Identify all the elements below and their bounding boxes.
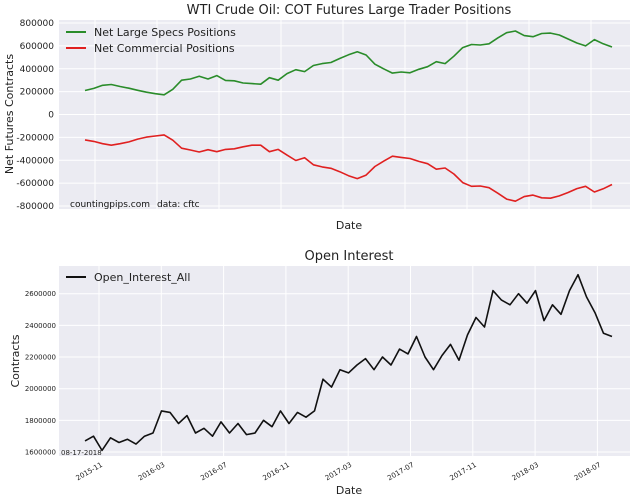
cot-x-axis-label: Date — [336, 219, 363, 232]
source-data-annotation: data: cftc — [157, 200, 200, 210]
oi-plot-area — [59, 266, 630, 456]
legend-label-commercial: Net Commercial Positions — [94, 42, 235, 55]
oi-x-tick-label: 2016-11 — [262, 461, 291, 483]
oi-x-tick-label: 2018-07 — [573, 461, 602, 483]
cot-y-tick-label: 800000 — [20, 19, 55, 29]
cot-chart: WTI Crude Oil: COT Futures Large Trader … — [3, 3, 630, 232]
oi-grid — [59, 266, 630, 456]
oi-y-tick-label: 2600000 — [25, 290, 56, 298]
oi-y-tick-label: 2200000 — [25, 354, 56, 362]
oi-x-tick-label: 2018-03 — [511, 461, 540, 483]
oi-x-tick-label: 2017-07 — [386, 461, 415, 483]
cot-series-lines — [84, 30, 613, 202]
oi-y-axis-label: Contracts — [9, 334, 22, 387]
source-site-annotation: countingpips.com — [70, 200, 150, 210]
cot-y-tick-label: 600000 — [20, 42, 55, 52]
cot-y-axis-label: Net Futures Contracts — [3, 54, 16, 174]
cot-y-tick-label: 0 — [48, 111, 54, 121]
cot-chart-title: WTI Crude Oil: COT Futures Large Trader … — [187, 3, 512, 18]
open-interest-line — [84, 273, 613, 452]
cot-legend: Net Large Specs Positions Net Commercial… — [66, 26, 236, 55]
cot-y-tick-label: -400000 — [16, 156, 54, 166]
legend-label-open-interest: Open_Interest_All — [94, 271, 190, 284]
cot-y-tick-label: 200000 — [20, 88, 55, 98]
oi-y-ticks: 2600000 2400000 2200000 2000000 1800000 16000… — [25, 290, 56, 456]
oi-x-tick-label: 2016-03 — [137, 461, 166, 483]
oi-y-tick-label: 2000000 — [25, 385, 56, 393]
oi-series-lines — [84, 273, 613, 452]
oi-legend: Open_Interest_All — [66, 271, 190, 284]
oi-x-ticks: 2015-11 2016-03 2016-07 2016-11 2017-03 2017-… — [75, 461, 603, 483]
net-large-specs-line — [84, 30, 613, 96]
cot-y-ticks: 800000 600000 400000 200000 0 -200000 -400000 -… — [16, 19, 54, 212]
oi-x-tick-label: 2015-11 — [75, 461, 104, 483]
cot-y-tick-label: -600000 — [16, 179, 54, 189]
cot-y-tick-label: -200000 — [16, 133, 54, 143]
oi-y-tick-label: 1800000 — [25, 417, 56, 425]
cot-y-tick-label: -800000 — [16, 202, 54, 212]
oi-x-tick-label: 2017-03 — [324, 461, 353, 483]
oi-y-tick-label: 1600000 — [25, 449, 56, 457]
cot-grid — [59, 20, 630, 209]
oi-y-tick-label: 2400000 — [25, 322, 56, 330]
net-commercial-line — [84, 134, 613, 202]
open-interest-chart: Open Interest 2600000 2400000 2200000 20000… — [9, 249, 630, 497]
oi-x-tick-label: 2016-07 — [199, 461, 228, 483]
oi-x-axis-label: Date — [336, 484, 363, 497]
cot-y-tick-label: 400000 — [20, 65, 55, 75]
oi-start-date-label: 08-17-2018 — [61, 449, 102, 457]
oi-chart-title: Open Interest — [305, 249, 394, 264]
legend-label-specs: Net Large Specs Positions — [94, 26, 236, 39]
oi-x-tick-label: 2017-11 — [448, 461, 477, 483]
